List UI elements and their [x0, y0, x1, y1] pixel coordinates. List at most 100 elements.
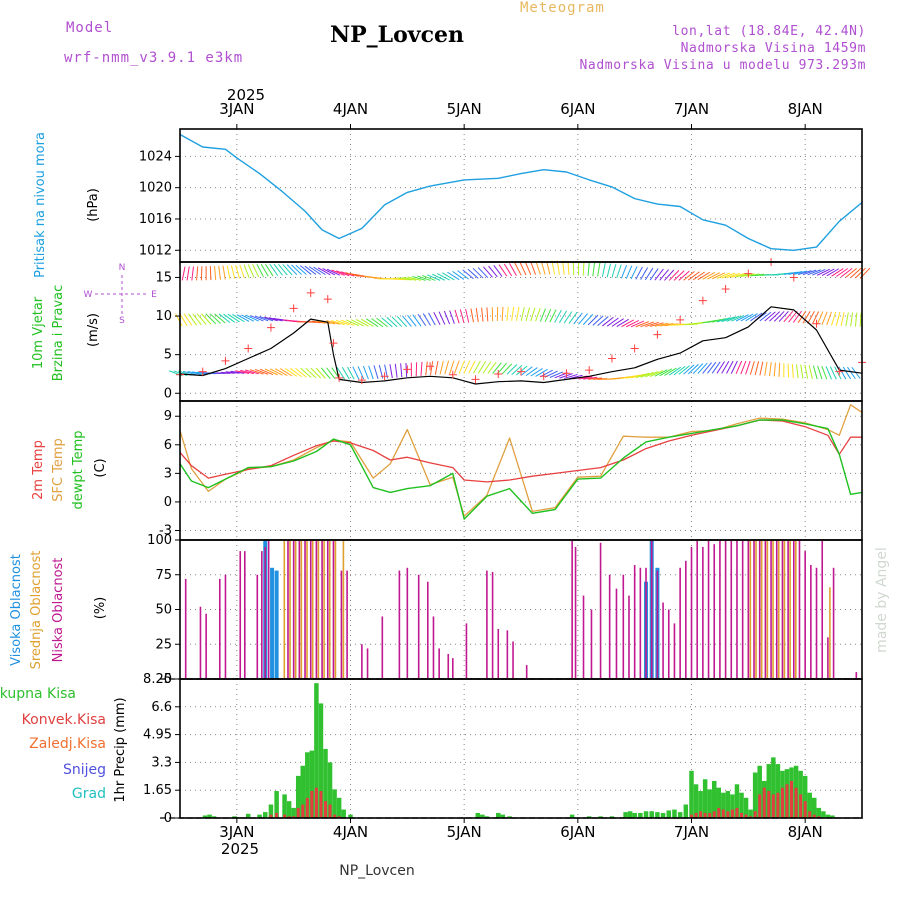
y-tick-label: 0	[164, 672, 172, 687]
wind-arrow	[644, 267, 654, 281]
wind-arrow	[726, 360, 734, 374]
wind-arrow	[340, 271, 355, 277]
y-tick-label: 6.6	[151, 700, 172, 715]
wind-arrow	[223, 313, 236, 323]
wind-unit: (m/s)	[86, 313, 101, 347]
precip-bar	[752, 772, 758, 818]
altitude-label: Nadmorska Visina 1459m	[680, 41, 866, 56]
cloud-bar	[497, 628, 500, 679]
wind-arrow	[597, 316, 609, 327]
precip-bar	[711, 780, 717, 818]
wind-arrow	[816, 311, 824, 325]
cloud-bar	[287, 540, 289, 679]
wind-arrow	[821, 311, 828, 325]
wind-arrow	[791, 363, 794, 378]
y-tick-label: 50	[155, 603, 172, 618]
wind-arrow	[602, 316, 614, 327]
precip-bar	[740, 812, 744, 818]
wind-arrow	[247, 264, 255, 278]
precip-bar	[666, 810, 672, 818]
wind-arrow	[389, 364, 393, 379]
wind-arrow	[838, 366, 847, 380]
wind-arrow	[227, 313, 240, 323]
wind-arrow	[825, 366, 832, 380]
wind-arrow	[578, 313, 588, 325]
wind-arrow	[850, 267, 862, 279]
wind-arrow	[573, 312, 583, 325]
wind-arrow	[218, 265, 221, 280]
wind-arrow	[626, 374, 640, 379]
wind-arrow	[417, 275, 431, 281]
cloud-bar	[685, 560, 687, 679]
precip-bar	[309, 750, 315, 818]
precip-bar	[269, 814, 273, 818]
wind-arrow	[249, 369, 264, 375]
wind-arrow	[668, 270, 680, 281]
wind-arrow	[226, 265, 231, 280]
cloud-bar	[815, 567, 818, 679]
cloud-bar	[264, 546, 267, 679]
wind-arrow	[264, 368, 278, 376]
wind-arrow	[716, 361, 725, 374]
high-cloud-title: Visoka Oblacnost	[9, 554, 24, 666]
cloud-bar	[650, 540, 653, 679]
top-day-label: 8JAN	[788, 100, 823, 118]
legend-ice-precip: Zaledj.Kisa	[29, 736, 106, 752]
wind-arrow	[182, 370, 197, 376]
wind-arrow	[731, 314, 745, 322]
y-tick-label: 10	[155, 309, 172, 324]
wind-arrow	[218, 313, 231, 324]
wind-arrow	[540, 369, 553, 378]
precip-bar	[328, 804, 332, 818]
wind-arrow	[472, 267, 484, 279]
wind-arrow	[425, 361, 428, 376]
cloud-bar	[777, 540, 780, 679]
wind-arrow	[659, 322, 674, 327]
wind-arrow	[236, 314, 250, 322]
wind-arrow	[420, 361, 423, 376]
bottom-day-label: 4JAN	[333, 823, 368, 841]
wind-arrow	[592, 315, 604, 326]
wind-arrow	[764, 361, 768, 376]
wind-arrow	[186, 266, 190, 281]
gust-marker	[266, 323, 275, 332]
wind-arrow	[196, 266, 199, 281]
wind-arrow	[511, 364, 523, 375]
wind-arrow	[621, 319, 634, 328]
precip-bar	[785, 784, 789, 818]
wind-arrow	[855, 267, 866, 279]
cloud-bar	[673, 623, 676, 679]
wind-arrow	[310, 367, 322, 379]
precip-bar	[263, 812, 268, 818]
gust-marker	[744, 269, 753, 278]
pressure-unit: (hPa)	[86, 188, 101, 222]
cloud-bar	[315, 540, 318, 679]
gust-marker	[653, 330, 662, 339]
credit-label: made by Angel	[874, 547, 890, 653]
cloud-bar	[829, 587, 831, 679]
y-tick-label: 9	[164, 409, 172, 424]
wind-arrow	[473, 360, 481, 374]
precip-bar	[734, 784, 740, 818]
wind-arrow	[539, 308, 546, 322]
wind-arrow	[731, 272, 745, 278]
wind-arrow	[668, 366, 682, 376]
gust-marker	[494, 369, 503, 378]
wind-arrow	[498, 264, 508, 277]
wind-arrow	[640, 371, 654, 378]
wind-arrow	[640, 321, 654, 328]
precip-bar	[689, 770, 694, 818]
wind-arrow	[243, 264, 250, 278]
cloud-bar	[294, 540, 297, 679]
wind-arrow	[840, 267, 853, 278]
mark-layer	[169, 133, 871, 818]
y-tick-label: 100	[147, 533, 172, 548]
wind-arrow	[829, 366, 837, 380]
precip-bar	[211, 816, 217, 818]
wind-arrow	[254, 315, 269, 322]
precip-bar	[586, 816, 592, 818]
precip-bar	[771, 757, 776, 818]
precip-bar	[202, 815, 208, 818]
wind-arrow	[611, 318, 624, 327]
